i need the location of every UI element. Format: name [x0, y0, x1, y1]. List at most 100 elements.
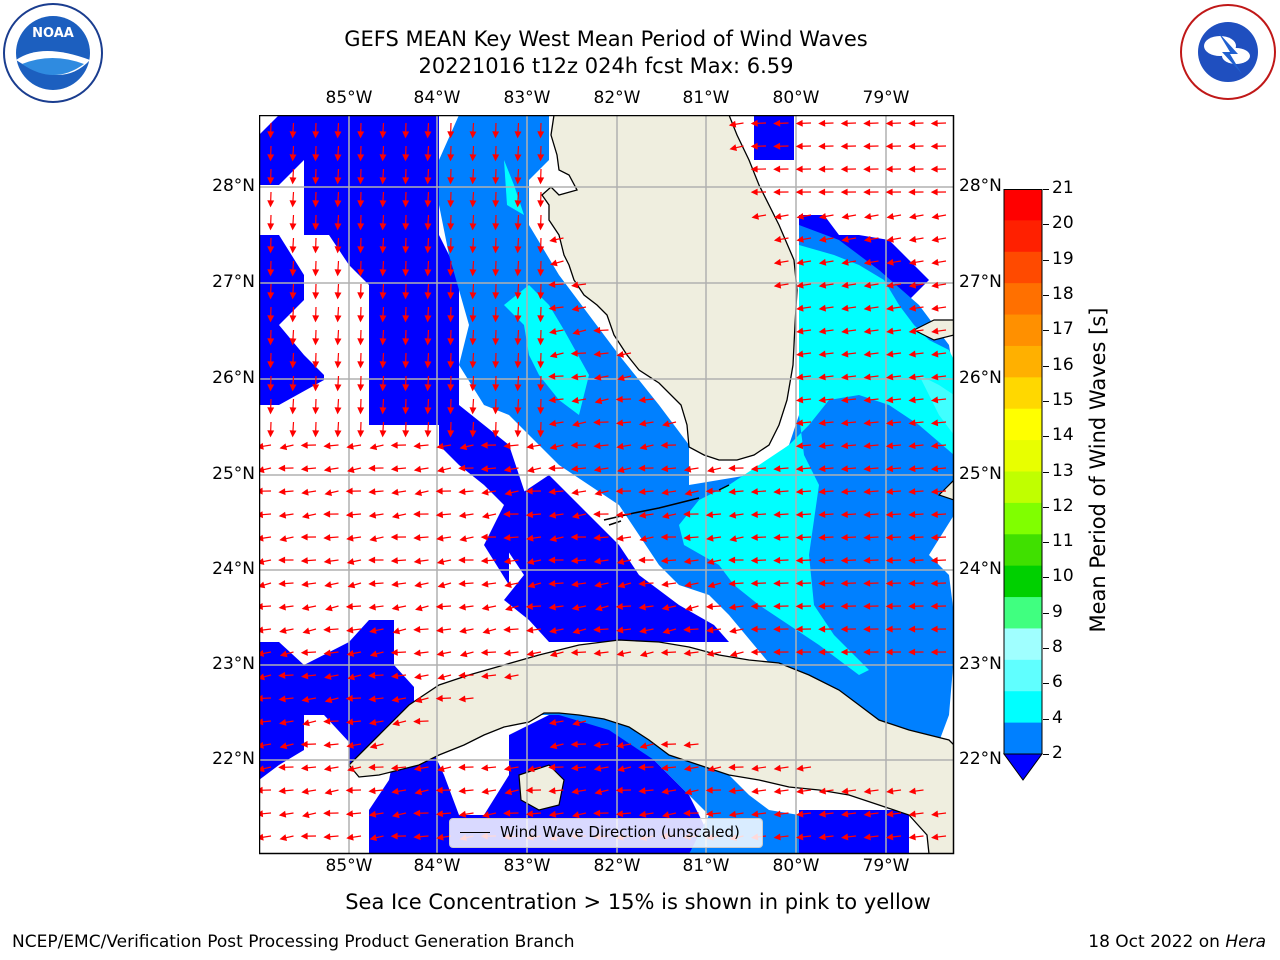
wave-direction-arrowhead [930, 579, 938, 587]
wave-direction-arrowhead [392, 627, 401, 635]
wave-direction-arrowhead [424, 430, 432, 438]
wave-direction-arrowhead [347, 466, 355, 474]
wave-direction-arrowhead [267, 430, 275, 438]
wave-direction-arrowhead [818, 258, 827, 266]
wave-direction-arrowhead [593, 741, 601, 749]
wave-direction-arrowhead [863, 258, 872, 266]
wave-direction-arrowhead [795, 511, 803, 518]
wave-direction-arrowhead [504, 788, 513, 796]
wave-direction-arrowhead [615, 603, 623, 610]
wave-direction-arrowhead [773, 119, 781, 127]
wave-direction-arrowhead [885, 465, 894, 473]
wave-direction-arrowhead [572, 328, 580, 336]
wave-direction-arrowhead [278, 603, 286, 611]
wave-direction-arrowhead [368, 511, 377, 519]
wave-direction-arrowhead [930, 602, 938, 610]
wave-direction-arrowhead [795, 648, 803, 656]
wave-direction-arrowhead [369, 650, 378, 658]
wave-direction-arrowhead [537, 384, 545, 392]
wave-direction-arrowhead [930, 511, 938, 518]
wave-direction-arrowhead [413, 809, 421, 817]
wave-direction-arrowhead [660, 557, 668, 565]
wave-direction-arrowhead [773, 810, 781, 818]
wave-direction-arrowhead [705, 487, 713, 495]
wave-direction-arrowhead [796, 304, 804, 312]
wave-direction-arrowhead [571, 305, 580, 312]
wave-direction-arrowhead [357, 200, 365, 208]
wave-direction-arrowhead [931, 212, 939, 220]
wave-direction-arrowhead [841, 833, 849, 841]
wave-direction-arrowhead [312, 131, 320, 139]
wave-direction-arrowhead [402, 131, 410, 139]
wave-direction-arrowhead [863, 833, 871, 841]
wave-direction-arrowhead [537, 430, 545, 438]
wave-direction-arrowhead [683, 534, 691, 542]
wave-direction-arrowhead [267, 292, 275, 300]
wave-direction-arrowhead [639, 627, 647, 634]
wave-direction-arrowhead [390, 832, 398, 840]
wave-direction-arrowhead [841, 373, 849, 381]
wave-direction-arrowhead [503, 649, 511, 657]
colorbar-segment [1004, 314, 1042, 347]
wave-direction-arrowhead [334, 292, 342, 300]
wave-direction-arrowhead [347, 673, 355, 681]
wave-direction-arrowhead [390, 764, 399, 772]
lat-tick-right: 22°N [959, 749, 1002, 769]
wave-direction-arrowhead [773, 625, 781, 633]
wave-direction-arrowhead [289, 131, 297, 139]
wave-direction-arrowhead [750, 556, 758, 564]
wave-direction-arrowhead [818, 304, 827, 312]
wave-direction-arrowhead [414, 788, 423, 796]
map-gridlines [259, 115, 954, 854]
wave-direction-arrowhead [886, 350, 894, 358]
wave-direction-arrowhead [345, 694, 353, 702]
wave-direction-arrowhead [301, 672, 309, 680]
legend-label: Wind Wave Direction (unscaled) [500, 823, 740, 841]
wave-direction-arrowhead [796, 787, 804, 795]
wave-direction-arrowhead [447, 154, 455, 162]
wave-direction-arrowhead [289, 384, 297, 392]
colorbar-segment [1004, 251, 1042, 284]
colorbar-segment [1004, 597, 1042, 629]
wave-direction-arrowhead [537, 315, 545, 323]
wave-direction-arrowhead [751, 764, 759, 772]
wave-direction-arrowhead [413, 534, 421, 542]
wave-direction-arrowhead [750, 579, 758, 587]
wave-direction-arrowhead [930, 188, 938, 196]
wave-direction-arrowhead [301, 488, 309, 496]
wave-direction-arrowhead [615, 395, 623, 403]
wave-direction-arrowhead [571, 787, 579, 795]
wave-direction-arrowhead [885, 442, 894, 450]
wave-direction-arrowhead [312, 430, 320, 438]
wave-direction-arrowhead [289, 430, 297, 438]
wave-direction-arrowhead [908, 142, 916, 150]
wave-direction-arrowhead [492, 361, 500, 369]
wave-direction-arrowhead [863, 119, 871, 127]
wave-direction-arrowhead [750, 602, 758, 610]
wave-direction-arrowhead [392, 811, 400, 819]
wave-direction-arrowhead [267, 223, 275, 231]
wave-direction-arrowhead [638, 580, 646, 588]
wave-direction-arrowhead [492, 200, 500, 208]
wave-direction-arrowhead [795, 602, 803, 610]
wave-direction-arrowhead [639, 535, 647, 542]
wave-direction-arrowhead [908, 327, 916, 335]
wave-direction-arrowhead [302, 627, 311, 635]
wave-direction-arrowhead [480, 557, 488, 565]
wave-direction-arrowhead [773, 764, 782, 772]
wave-direction-arrowhead [549, 236, 557, 243]
wave-direction-arrowhead [593, 557, 602, 565]
wave-direction-arrowhead [300, 740, 308, 748]
wave-direction-arrowhead [818, 556, 826, 564]
nws-logo [1180, 4, 1276, 100]
wave-direction-arrowhead [661, 604, 670, 611]
wave-direction-arrowhead [514, 361, 522, 369]
wave-direction-arrowhead [615, 511, 624, 519]
wave-direction-arrowhead [548, 763, 556, 771]
wave-direction-arrowhead [931, 810, 939, 818]
wave-direction-arrowhead [795, 142, 803, 150]
wave-direction-arrowhead [683, 741, 691, 749]
wave-direction-arrowhead [278, 718, 287, 726]
wave-direction-arrowhead [795, 625, 803, 633]
lat-tick-right: 23°N [959, 654, 1002, 674]
